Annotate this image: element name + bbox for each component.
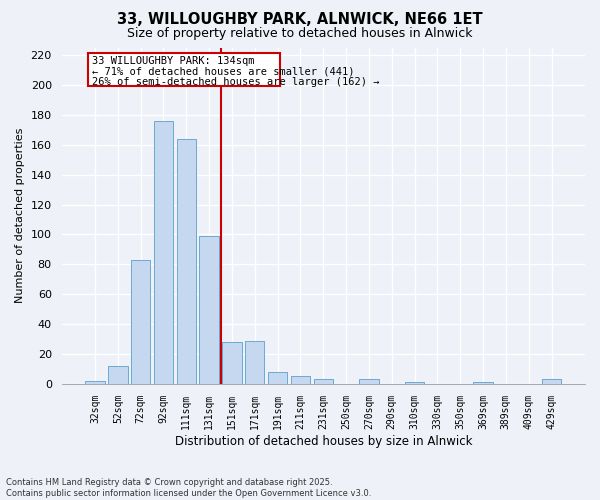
Text: 33 WILLOUGHBY PARK: 134sqm: 33 WILLOUGHBY PARK: 134sqm (92, 56, 254, 66)
Bar (473, 382, 493, 384)
Bar (88, 54, 280, 86)
X-axis label: Distribution of detached houses by size in Alnwick: Distribution of detached houses by size … (175, 434, 472, 448)
Text: ← 71% of detached houses are smaller (441): ← 71% of detached houses are smaller (44… (92, 66, 354, 76)
Y-axis label: Number of detached properties: Number of detached properties (15, 128, 25, 304)
Text: Contains HM Land Registry data © Crown copyright and database right 2025.
Contai: Contains HM Land Registry data © Crown c… (6, 478, 371, 498)
Bar (131, 260, 151, 384)
Text: Size of property relative to detached houses in Alnwick: Size of property relative to detached ho… (127, 28, 473, 40)
Bar (199, 236, 219, 384)
Bar (542, 380, 561, 384)
Bar (314, 380, 333, 384)
Bar (359, 380, 379, 384)
Bar (291, 376, 310, 384)
Bar (154, 121, 173, 384)
Bar (245, 340, 265, 384)
Bar (268, 372, 287, 384)
Text: 26% of semi-detached houses are larger (162) →: 26% of semi-detached houses are larger (… (92, 76, 379, 86)
Text: 33, WILLOUGHBY PARK, ALNWICK, NE66 1ET: 33, WILLOUGHBY PARK, ALNWICK, NE66 1ET (117, 12, 483, 28)
Bar (108, 366, 128, 384)
Bar (85, 381, 105, 384)
Bar (176, 138, 196, 384)
Bar (405, 382, 424, 384)
Bar (222, 342, 242, 384)
